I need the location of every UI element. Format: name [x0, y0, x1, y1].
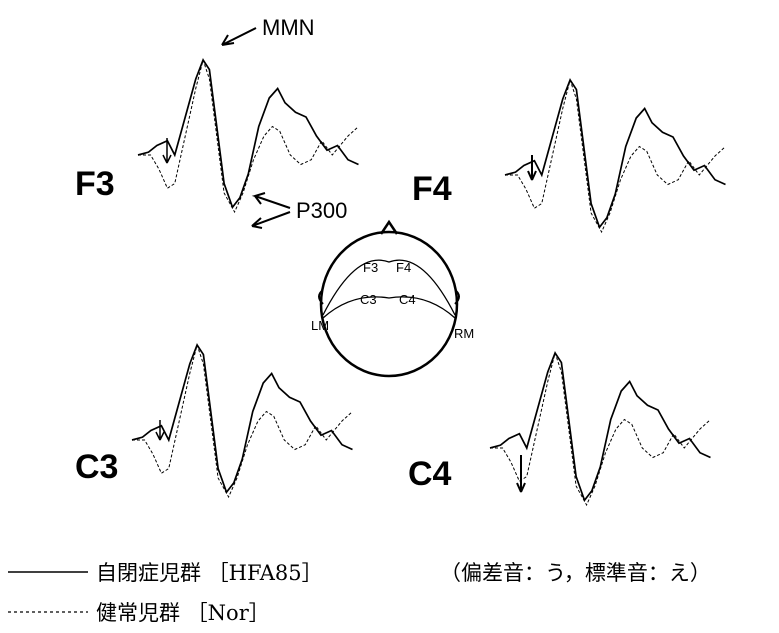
arrow: [528, 155, 536, 180]
head-diagram: [319, 222, 459, 376]
reference-label: RM: [454, 326, 474, 341]
panel-label: C3: [75, 448, 118, 486]
panel-label: F3: [75, 165, 115, 203]
hfa-waveform: [132, 345, 353, 492]
waveforms: [132, 60, 726, 505]
p300-label: P300: [296, 198, 347, 223]
hfa-waveform: [505, 80, 726, 227]
mmn-label: MMN: [262, 15, 315, 40]
nor-waveform: [138, 60, 359, 212]
figure: F3 F4 C3 C4 MMN P300 F3 F4 C3 C4 LM RM 自…: [0, 0, 779, 633]
electrode-label: C4: [399, 292, 416, 307]
hfa-waveform: [490, 353, 711, 500]
arrow: [252, 193, 290, 228]
panel-label: C4: [408, 455, 452, 493]
electrode-label: C3: [360, 292, 377, 307]
electrode-label: F4: [396, 260, 411, 275]
arrow: [517, 455, 525, 492]
legend-label: 自閉症児群 ［HFA85］: [96, 561, 323, 585]
electrode-label: F3: [363, 260, 378, 275]
nor-waveform: [132, 345, 353, 497]
arrow: [222, 28, 256, 45]
hfa-waveform: [138, 60, 359, 207]
nor-waveform: [490, 353, 711, 505]
panel-label: F4: [412, 170, 452, 208]
nor-waveform: [505, 80, 726, 232]
legend-label: 健常児群 ［Nor］: [96, 601, 270, 625]
legend-note: （偏差音：う，標準音：え）: [440, 561, 711, 585]
reference-label: LM: [311, 318, 329, 333]
